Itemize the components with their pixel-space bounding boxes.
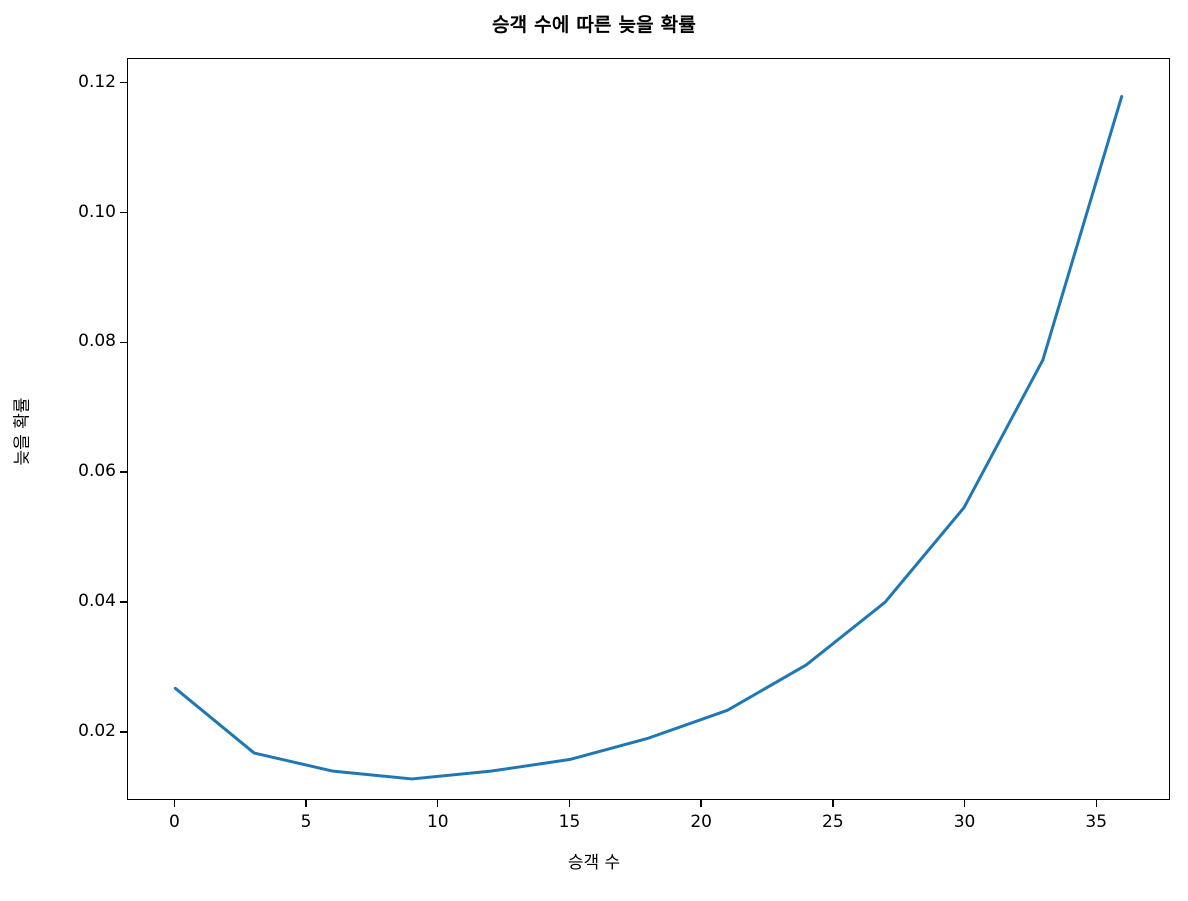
x-axis-tick-mark xyxy=(1095,800,1097,807)
x-axis-tick-label: 25 xyxy=(822,812,844,832)
x-axis-tick-mark xyxy=(173,800,176,807)
y-axis-tick-label: 0.02 xyxy=(78,720,116,741)
x-axis-tick-label: 5 xyxy=(300,812,312,832)
y-axis-tick-label: 0.10 xyxy=(78,201,116,222)
x-axis-tick-label: 0 xyxy=(168,812,180,832)
line-series-svg xyxy=(173,95,1124,781)
x-axis-tick-mark xyxy=(700,800,702,807)
x-axis-label: 승객 수 xyxy=(567,853,621,873)
x-axis-tick-mark xyxy=(568,800,571,807)
y-axis-tick-mark xyxy=(120,341,127,344)
x-axis-tick-mark xyxy=(963,800,966,807)
x-axis-tick-mark xyxy=(832,800,834,807)
y-axis-tick-mark xyxy=(120,211,127,214)
y-axis-label-container: 늦을 확률 xyxy=(0,0,40,901)
x-axis-tick-mark xyxy=(305,800,307,807)
x-axis-tick-label: 20 xyxy=(690,812,712,832)
y-axis-tick-mark xyxy=(120,731,127,733)
x-axis-tick-label: 35 xyxy=(1085,812,1108,832)
y-axis-tick-label: 0.06 xyxy=(78,461,116,482)
plot-area xyxy=(127,58,1170,800)
x-axis-tick-label: 30 xyxy=(953,812,976,832)
y-axis-tick-mark xyxy=(120,81,127,84)
y-axis-tick-mark xyxy=(120,601,127,603)
line-series-path xyxy=(173,95,1124,781)
chart-title: 승객 수에 따른 늦을 확률 xyxy=(491,14,697,36)
x-axis-tick-mark xyxy=(437,800,439,807)
x-axis-tick-label: 15 xyxy=(558,812,581,832)
y-axis-tick-label: 0.08 xyxy=(78,331,116,352)
y-axis-tick-mark xyxy=(120,471,127,473)
y-axis-label: 늦을 확률 xyxy=(12,397,33,466)
y-axis-tick-label: 0.12 xyxy=(78,71,116,92)
x-axis-tick-label: 10 xyxy=(426,812,449,832)
y-axis-tick-label: 0.04 xyxy=(78,591,116,611)
